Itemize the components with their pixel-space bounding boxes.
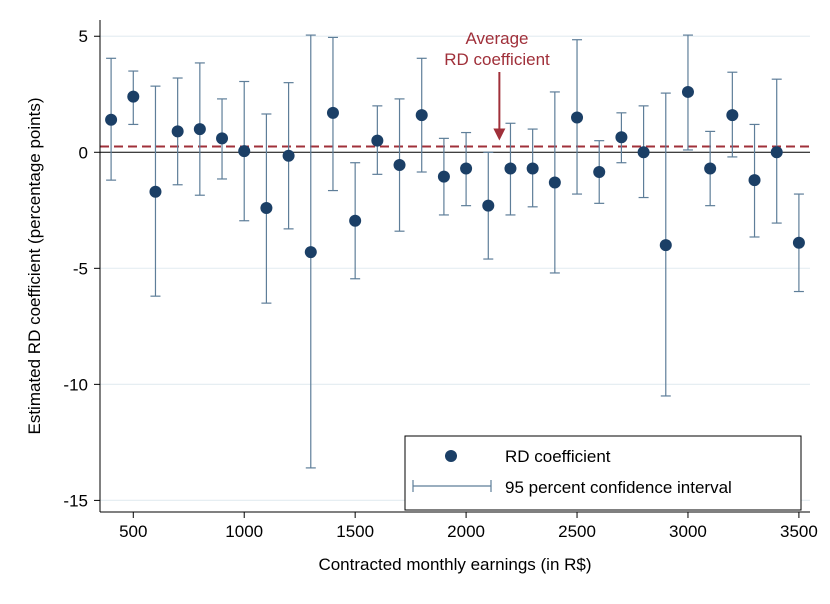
point-600 <box>149 185 162 198</box>
legend-ci-icon <box>412 480 492 492</box>
point-2900 <box>659 239 672 252</box>
confidence-intervals <box>106 34 804 469</box>
annotation-line-2: RD coefficient <box>444 50 550 69</box>
point-3500 <box>792 236 805 249</box>
annotation-arrow-head <box>493 128 506 141</box>
y-tick-label-3: -10 <box>63 375 88 394</box>
x-tick-label-1500: 1500 <box>336 522 374 541</box>
x-tick-label-3500: 3500 <box>780 522 818 541</box>
point-1800 <box>415 109 428 122</box>
point-1300 <box>304 246 317 259</box>
grid-lines <box>100 35 810 501</box>
point-900 <box>216 132 229 145</box>
point-700 <box>171 125 184 138</box>
point-3300 <box>748 174 761 187</box>
point-1100 <box>260 201 273 214</box>
point-400 <box>105 113 118 126</box>
point-800 <box>193 123 206 136</box>
point-1700 <box>393 159 406 172</box>
point-3200 <box>726 109 739 122</box>
y-tick-label-2: -5 <box>73 259 88 278</box>
point-2100 <box>482 199 495 212</box>
point-2000 <box>460 162 473 175</box>
legend-box <box>404 435 802 511</box>
legend: RD coefficient 95 percent confidence int… <box>404 435 802 511</box>
x-tick-label-3000: 3000 <box>669 522 707 541</box>
point-2700 <box>615 131 628 144</box>
x-tick-label-1000: 1000 <box>225 522 263 541</box>
point-2800 <box>637 146 650 159</box>
y-ticks: 5 0 -5 -10 -15 <box>63 27 100 510</box>
point-1400 <box>326 106 339 119</box>
x-tick-label-2000: 2000 <box>447 522 485 541</box>
annotation: Average RD coefficient <box>444 29 550 141</box>
legend-entry-rd: RD coefficient <box>505 447 611 466</box>
point-3000 <box>681 85 694 98</box>
y-tick-label-0: 5 <box>79 27 88 46</box>
point-1600 <box>371 134 384 147</box>
point-2300 <box>526 162 539 175</box>
point-1900 <box>437 170 450 183</box>
point-2200 <box>504 162 517 175</box>
point-1500 <box>349 214 362 227</box>
x-ticks: 500 1000 1500 2000 2500 3000 3500 <box>119 512 818 541</box>
plot-axes <box>99 20 810 513</box>
x-tick-label-500: 500 <box>119 522 147 541</box>
y-axis-title: Estimated RD coefficient (percentage poi… <box>25 97 44 434</box>
data-points <box>105 85 805 259</box>
point-1000 <box>238 145 251 158</box>
annotation-line-1: Average <box>465 29 528 48</box>
legend-marker-icon <box>445 450 457 462</box>
point-1200 <box>282 149 295 162</box>
point-2400 <box>548 176 561 189</box>
point-3400 <box>770 146 783 159</box>
point-2500 <box>571 111 584 124</box>
x-axis-title: Contracted monthly earnings (in R$) <box>318 555 591 574</box>
y-tick-label-1: 0 <box>79 143 88 162</box>
legend-entry-ci: 95 percent confidence interval <box>505 478 732 497</box>
point-2600 <box>593 166 606 179</box>
point-500 <box>127 90 140 103</box>
x-tick-label-2500: 2500 <box>558 522 596 541</box>
point-3100 <box>704 162 717 175</box>
y-tick-label-4: -15 <box>63 491 88 510</box>
